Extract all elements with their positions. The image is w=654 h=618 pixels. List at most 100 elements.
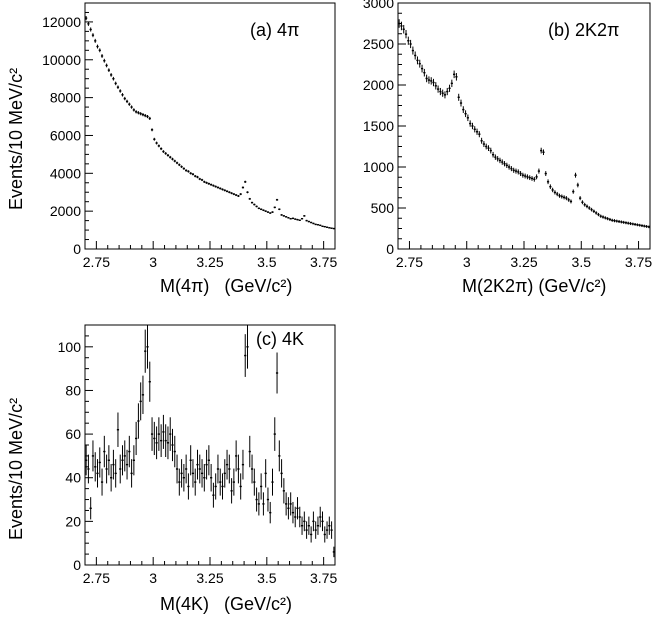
data-point bbox=[132, 445, 135, 476]
x-tick-label: 3.25 bbox=[196, 254, 223, 270]
data-point bbox=[316, 516, 320, 535]
data-point bbox=[501, 159, 504, 165]
data-point bbox=[162, 150, 165, 153]
data-point bbox=[246, 325, 249, 369]
data-point bbox=[457, 93, 460, 101]
data-point bbox=[219, 187, 222, 190]
data-point bbox=[323, 526, 326, 543]
x-tick-label: 3.75 bbox=[625, 254, 652, 270]
data-point bbox=[248, 197, 251, 200]
data-point bbox=[645, 225, 648, 228]
data-point bbox=[512, 167, 515, 173]
data-point bbox=[260, 473, 263, 500]
data-point bbox=[544, 171, 547, 177]
data-point bbox=[475, 128, 479, 135]
data-point bbox=[160, 147, 163, 151]
data-point bbox=[330, 227, 333, 229]
data-point bbox=[191, 173, 195, 176]
data-point bbox=[530, 176, 534, 181]
data-point bbox=[572, 189, 575, 194]
data-point bbox=[146, 114, 149, 119]
data-point bbox=[643, 224, 646, 228]
data-point bbox=[203, 180, 206, 183]
data-point bbox=[246, 191, 249, 194]
data-point bbox=[141, 113, 145, 117]
data-point bbox=[85, 445, 88, 476]
data-point bbox=[300, 217, 304, 220]
y-tick-label: 3000 bbox=[363, 0, 394, 11]
data-point bbox=[230, 478, 233, 504]
x-tick-label: 3.25 bbox=[510, 254, 537, 270]
data-point bbox=[524, 173, 527, 179]
data-point bbox=[567, 197, 570, 202]
x-tick-label: 3.25 bbox=[196, 570, 223, 586]
x-tick-label: 3 bbox=[149, 254, 157, 270]
data-point bbox=[266, 487, 270, 512]
data-point bbox=[207, 182, 210, 185]
data-point bbox=[237, 454, 240, 484]
data-point bbox=[590, 207, 593, 212]
data-point bbox=[409, 39, 412, 49]
data-point bbox=[110, 463, 113, 492]
data-point bbox=[253, 468, 256, 496]
data-point bbox=[162, 414, 165, 449]
data-point bbox=[139, 112, 142, 116]
y-tick-label: 2000 bbox=[363, 77, 394, 93]
y-tick-label: 0 bbox=[386, 241, 394, 257]
data-point bbox=[244, 180, 247, 183]
data-point bbox=[269, 501, 272, 524]
data-point bbox=[237, 195, 240, 198]
data-point bbox=[196, 175, 199, 179]
y-tick-label: 40 bbox=[65, 470, 81, 486]
data-point bbox=[491, 151, 495, 158]
y-tick-label: 4000 bbox=[50, 165, 81, 181]
data-point bbox=[235, 194, 238, 197]
data-point bbox=[294, 506, 297, 528]
data-point bbox=[595, 211, 598, 215]
data-point bbox=[430, 77, 433, 85]
y-tick-label: 0 bbox=[73, 557, 81, 573]
data-point bbox=[187, 170, 190, 173]
data-point bbox=[505, 162, 508, 168]
data-point bbox=[439, 87, 442, 96]
data-point bbox=[121, 93, 124, 97]
data-point bbox=[187, 473, 190, 500]
x-tick-label: 3.75 bbox=[310, 254, 337, 270]
data-point bbox=[631, 222, 634, 226]
data-point bbox=[191, 459, 195, 488]
data-point bbox=[487, 145, 490, 152]
data-point bbox=[307, 516, 310, 535]
data-point bbox=[153, 421, 156, 456]
data-point bbox=[148, 116, 151, 121]
data-point bbox=[175, 161, 179, 165]
data-point bbox=[624, 221, 628, 225]
y-tick-label: 1500 bbox=[363, 118, 394, 134]
data-point bbox=[298, 219, 301, 221]
x-tick-label: 3 bbox=[149, 570, 157, 586]
panel-c-4k: 2.75 3 3.25 3.5 3.75 0 20 40 60 80 100 (c) 4K M(4… bbox=[6, 324, 337, 614]
data-point bbox=[416, 56, 419, 65]
data-point bbox=[278, 208, 281, 211]
data-point bbox=[137, 111, 140, 115]
data-point bbox=[241, 449, 245, 480]
data-point bbox=[640, 224, 644, 228]
data-point bbox=[228, 454, 231, 484]
data-point bbox=[182, 463, 185, 492]
data-point bbox=[473, 126, 476, 133]
data-point bbox=[478, 131, 481, 138]
data-point bbox=[332, 546, 335, 558]
data-point bbox=[611, 218, 614, 222]
data-point bbox=[212, 184, 215, 187]
data-point bbox=[228, 191, 231, 194]
data-point bbox=[291, 217, 295, 220]
data-point bbox=[269, 212, 272, 214]
data-point bbox=[157, 417, 160, 451]
data-point bbox=[542, 149, 545, 156]
data-point bbox=[205, 181, 208, 184]
data-point bbox=[98, 447, 101, 478]
data-point bbox=[398, 19, 401, 28]
data-point bbox=[508, 164, 511, 170]
data-point bbox=[280, 459, 283, 488]
data-point bbox=[498, 157, 502, 164]
